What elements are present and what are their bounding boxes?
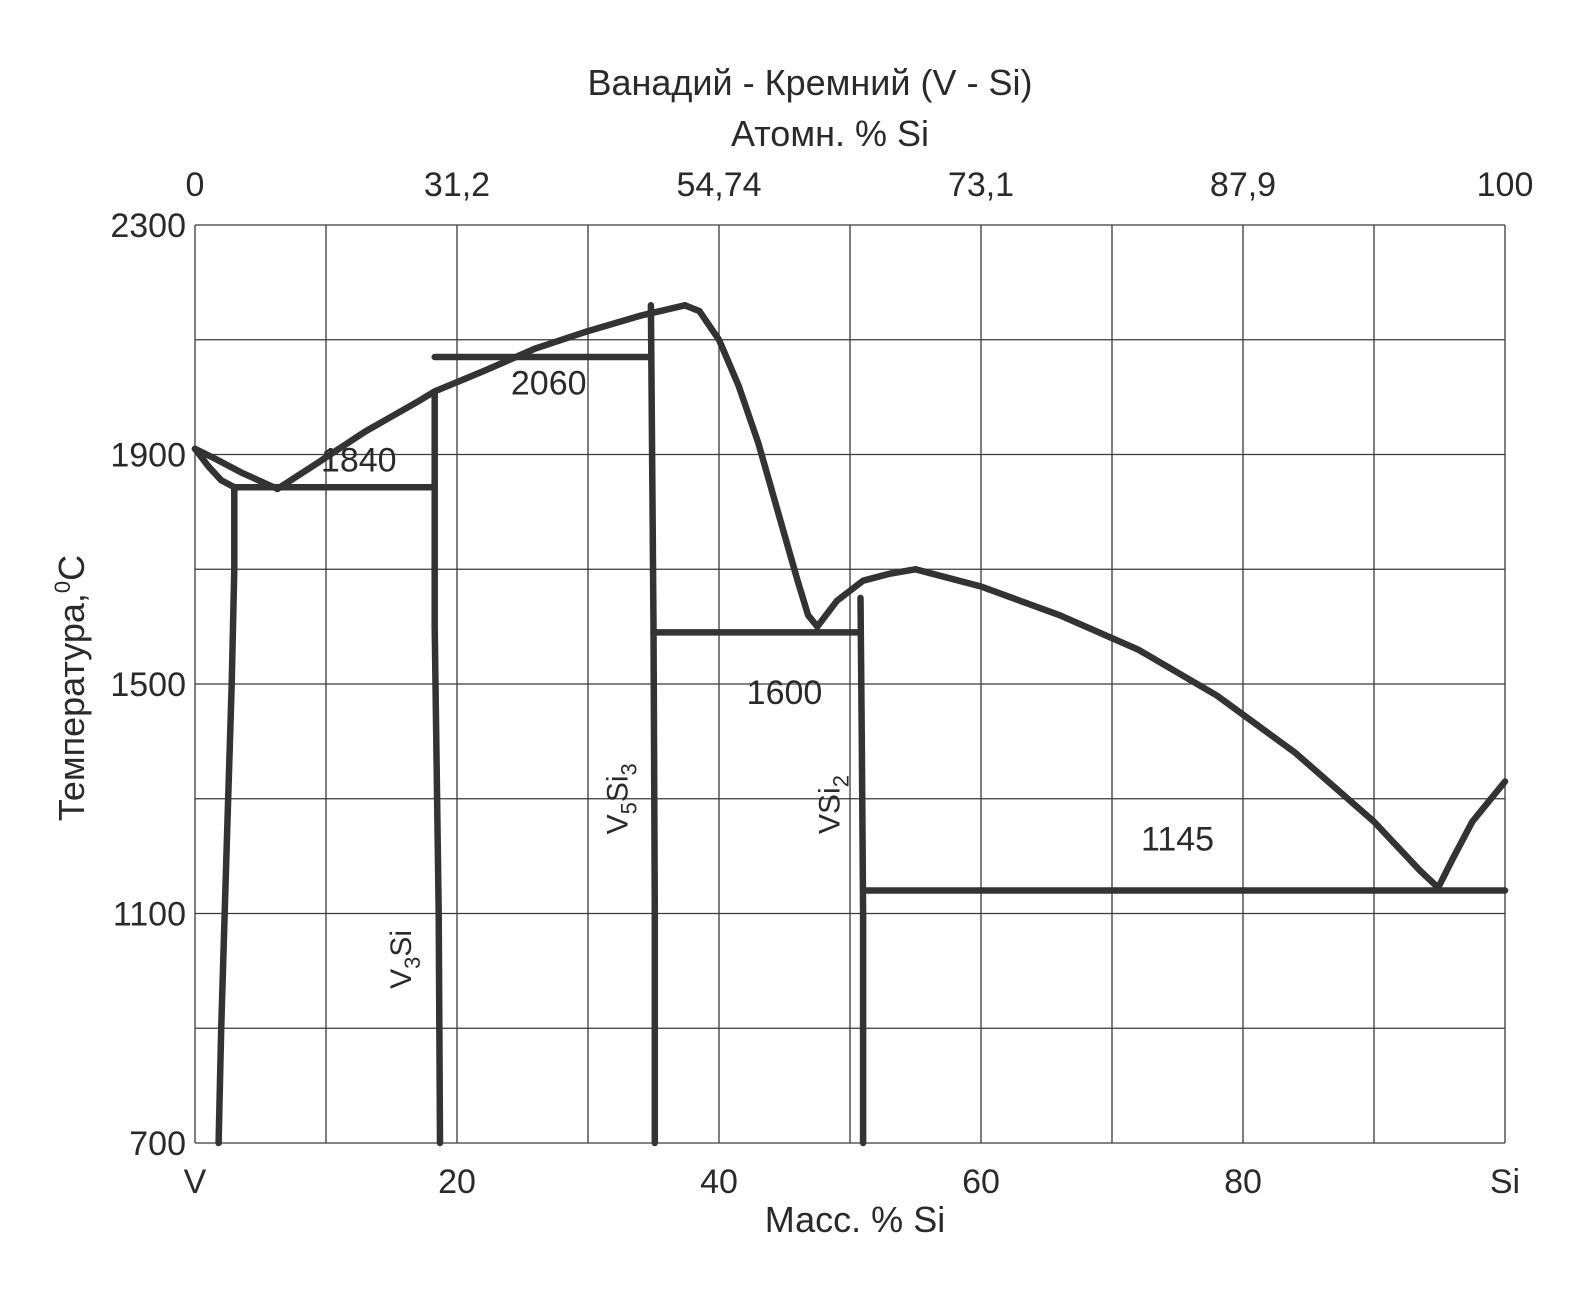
plot-grid bbox=[194, 224, 1506, 1144]
y-tick-label: 1500 bbox=[110, 666, 186, 704]
x-tick-label: 80 bbox=[1224, 1163, 1262, 1201]
top-axis-ticks: 0 31,2 54,74 73,1 87,9 100 bbox=[186, 166, 1534, 204]
left-axis-ticks: 2300 1900 1500 1100 700 bbox=[110, 207, 186, 1163]
curve-liquidus-si-side bbox=[1434, 778, 1509, 891]
isotherm-label: 1145 bbox=[1141, 820, 1214, 858]
compound-subscript: 2 bbox=[829, 775, 854, 787]
x-axis-title: Масс. % Si bbox=[765, 1199, 945, 1240]
curve-phase-v5si3 bbox=[647, 302, 659, 1147]
isotherm-label: 1600 bbox=[747, 674, 823, 712]
compound-text: V bbox=[385, 969, 418, 989]
x-tick-label: V bbox=[184, 1163, 207, 1201]
chart-title: Ванадий - Кремний (V - Si) bbox=[587, 62, 1032, 103]
top-tick-label: 73,1 bbox=[948, 166, 1014, 204]
curve-liquidus-vsi2-left bbox=[814, 566, 919, 630]
compound-label: V5Si3 bbox=[601, 763, 641, 834]
y-tick-label: 1900 bbox=[110, 437, 186, 475]
y-axis-unit-sup: 0 bbox=[50, 581, 75, 593]
curve-liquidus-v5si3-right bbox=[681, 302, 821, 630]
curve-liquidus-v-side bbox=[191, 445, 281, 493]
y-axis-unit: C bbox=[51, 555, 92, 581]
y-axis-title-text: Температура, bbox=[51, 593, 92, 821]
y-axis-title: Температура,0C bbox=[50, 555, 92, 821]
isotherm-label: 1840 bbox=[321, 442, 397, 480]
compound-text: Si bbox=[814, 787, 847, 814]
compound-subscript: 3 bbox=[400, 957, 425, 969]
y-tick-label: 1100 bbox=[113, 896, 186, 934]
top-tick-label: 31,2 bbox=[424, 166, 490, 204]
top-tick-label: 100 bbox=[1477, 166, 1534, 204]
y-tick-label: 2300 bbox=[110, 207, 186, 245]
compound-subscript: 3 bbox=[616, 763, 641, 775]
isotherm-label: 2060 bbox=[511, 364, 587, 402]
top-tick-label: 87,9 bbox=[1210, 166, 1276, 204]
compound-label: V3Si bbox=[385, 930, 425, 989]
compound-text: V bbox=[601, 814, 634, 834]
phase-boundaries bbox=[191, 302, 1509, 1147]
y-tick-label: 700 bbox=[129, 1125, 186, 1163]
curve-solidus-v bbox=[191, 445, 238, 491]
curve-solvus-v bbox=[215, 483, 238, 1147]
curve-phase-v3si bbox=[431, 388, 444, 1147]
curve-liquidus-v3si bbox=[274, 302, 689, 493]
curve-liquidus-vsi2-right bbox=[912, 566, 1442, 891]
x-tick-label: 40 bbox=[700, 1163, 738, 1201]
curve-phase-vsi2 bbox=[857, 594, 867, 1147]
compound-text: V bbox=[814, 814, 847, 834]
bottom-axis-ticks: V 20 40 60 80 Si bbox=[184, 1163, 1520, 1201]
top-tick-label: 54,74 bbox=[676, 166, 761, 204]
compound-subscript: 5 bbox=[616, 802, 641, 814]
compound-text: Si bbox=[385, 930, 418, 957]
top-tick-label: 0 bbox=[186, 166, 205, 204]
compound-text: Si bbox=[601, 775, 634, 802]
compound-label: VSi2 bbox=[814, 775, 854, 834]
x-tick-label: Si bbox=[1490, 1163, 1520, 1201]
x-tick-label: 20 bbox=[438, 1163, 476, 1201]
top-axis-title: Атомн. % Si bbox=[731, 113, 929, 154]
x-tick-label: 60 bbox=[962, 1163, 1000, 1201]
isotherm-labels: 1840 2060 1600 1145 bbox=[321, 364, 1214, 858]
